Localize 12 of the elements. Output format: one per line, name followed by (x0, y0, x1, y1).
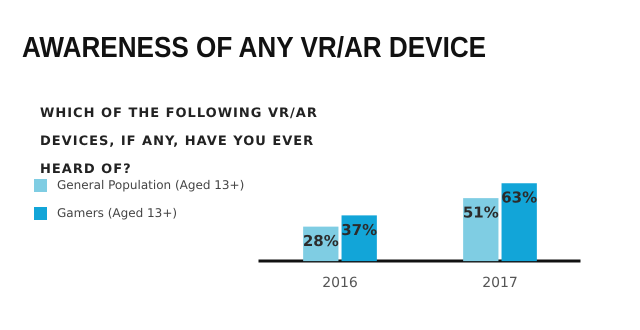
data-label: 28% (302, 232, 339, 250)
chart-subtitle: WHICH OF THE FOLLOWING VR/AR DEVICES, IF ANY, HAVE YOU EVER HEARD OF? (40, 106, 318, 177)
data-label: 63% (501, 188, 538, 207)
chart-title: AWARENESS OF ANY VR/AR DEVICE (22, 32, 486, 65)
data-label: 51% (462, 204, 499, 222)
data-label: 37% (341, 220, 378, 239)
x-tick-label: 2017 (482, 275, 518, 292)
legend-label: Gamers (Aged 13+) (57, 206, 178, 220)
bar (502, 183, 537, 262)
x-tick-label: 2016 (322, 275, 358, 292)
bar (463, 198, 498, 262)
legend-label: General Population (Aged 13+) (57, 178, 244, 192)
